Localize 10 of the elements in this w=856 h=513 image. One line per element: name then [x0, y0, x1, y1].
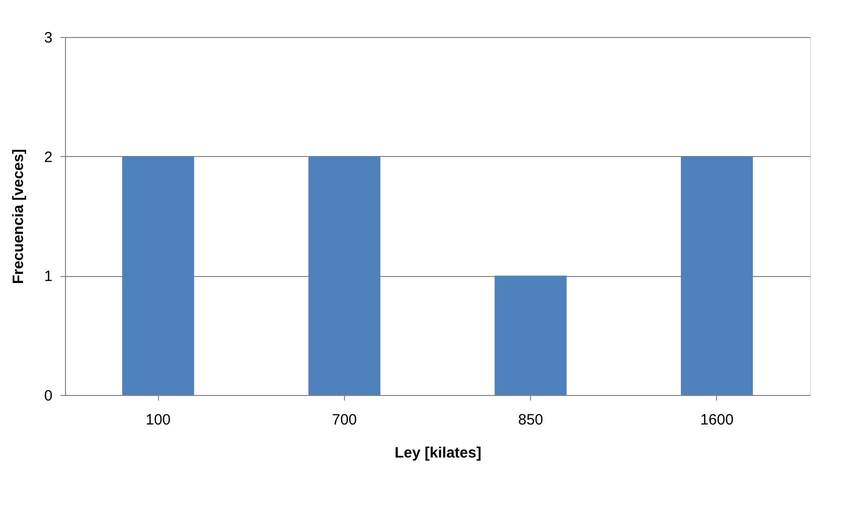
y-tick-label: 1 [44, 268, 52, 286]
x-tick-label: 850 [518, 412, 544, 428]
y-tick-label: 2 [44, 148, 52, 166]
x-axis-title: Ley [kilates] [394, 444, 482, 462]
x-tick-label: 100 [146, 412, 171, 428]
x-tick-label: 700 [332, 412, 357, 428]
y-tick-label: 0 [44, 388, 52, 404]
y-tick-label: 3 [44, 30, 52, 46]
x-tick-label: 1600 [700, 412, 734, 428]
y-axis-title: Frecuencia [veces] [10, 148, 28, 284]
